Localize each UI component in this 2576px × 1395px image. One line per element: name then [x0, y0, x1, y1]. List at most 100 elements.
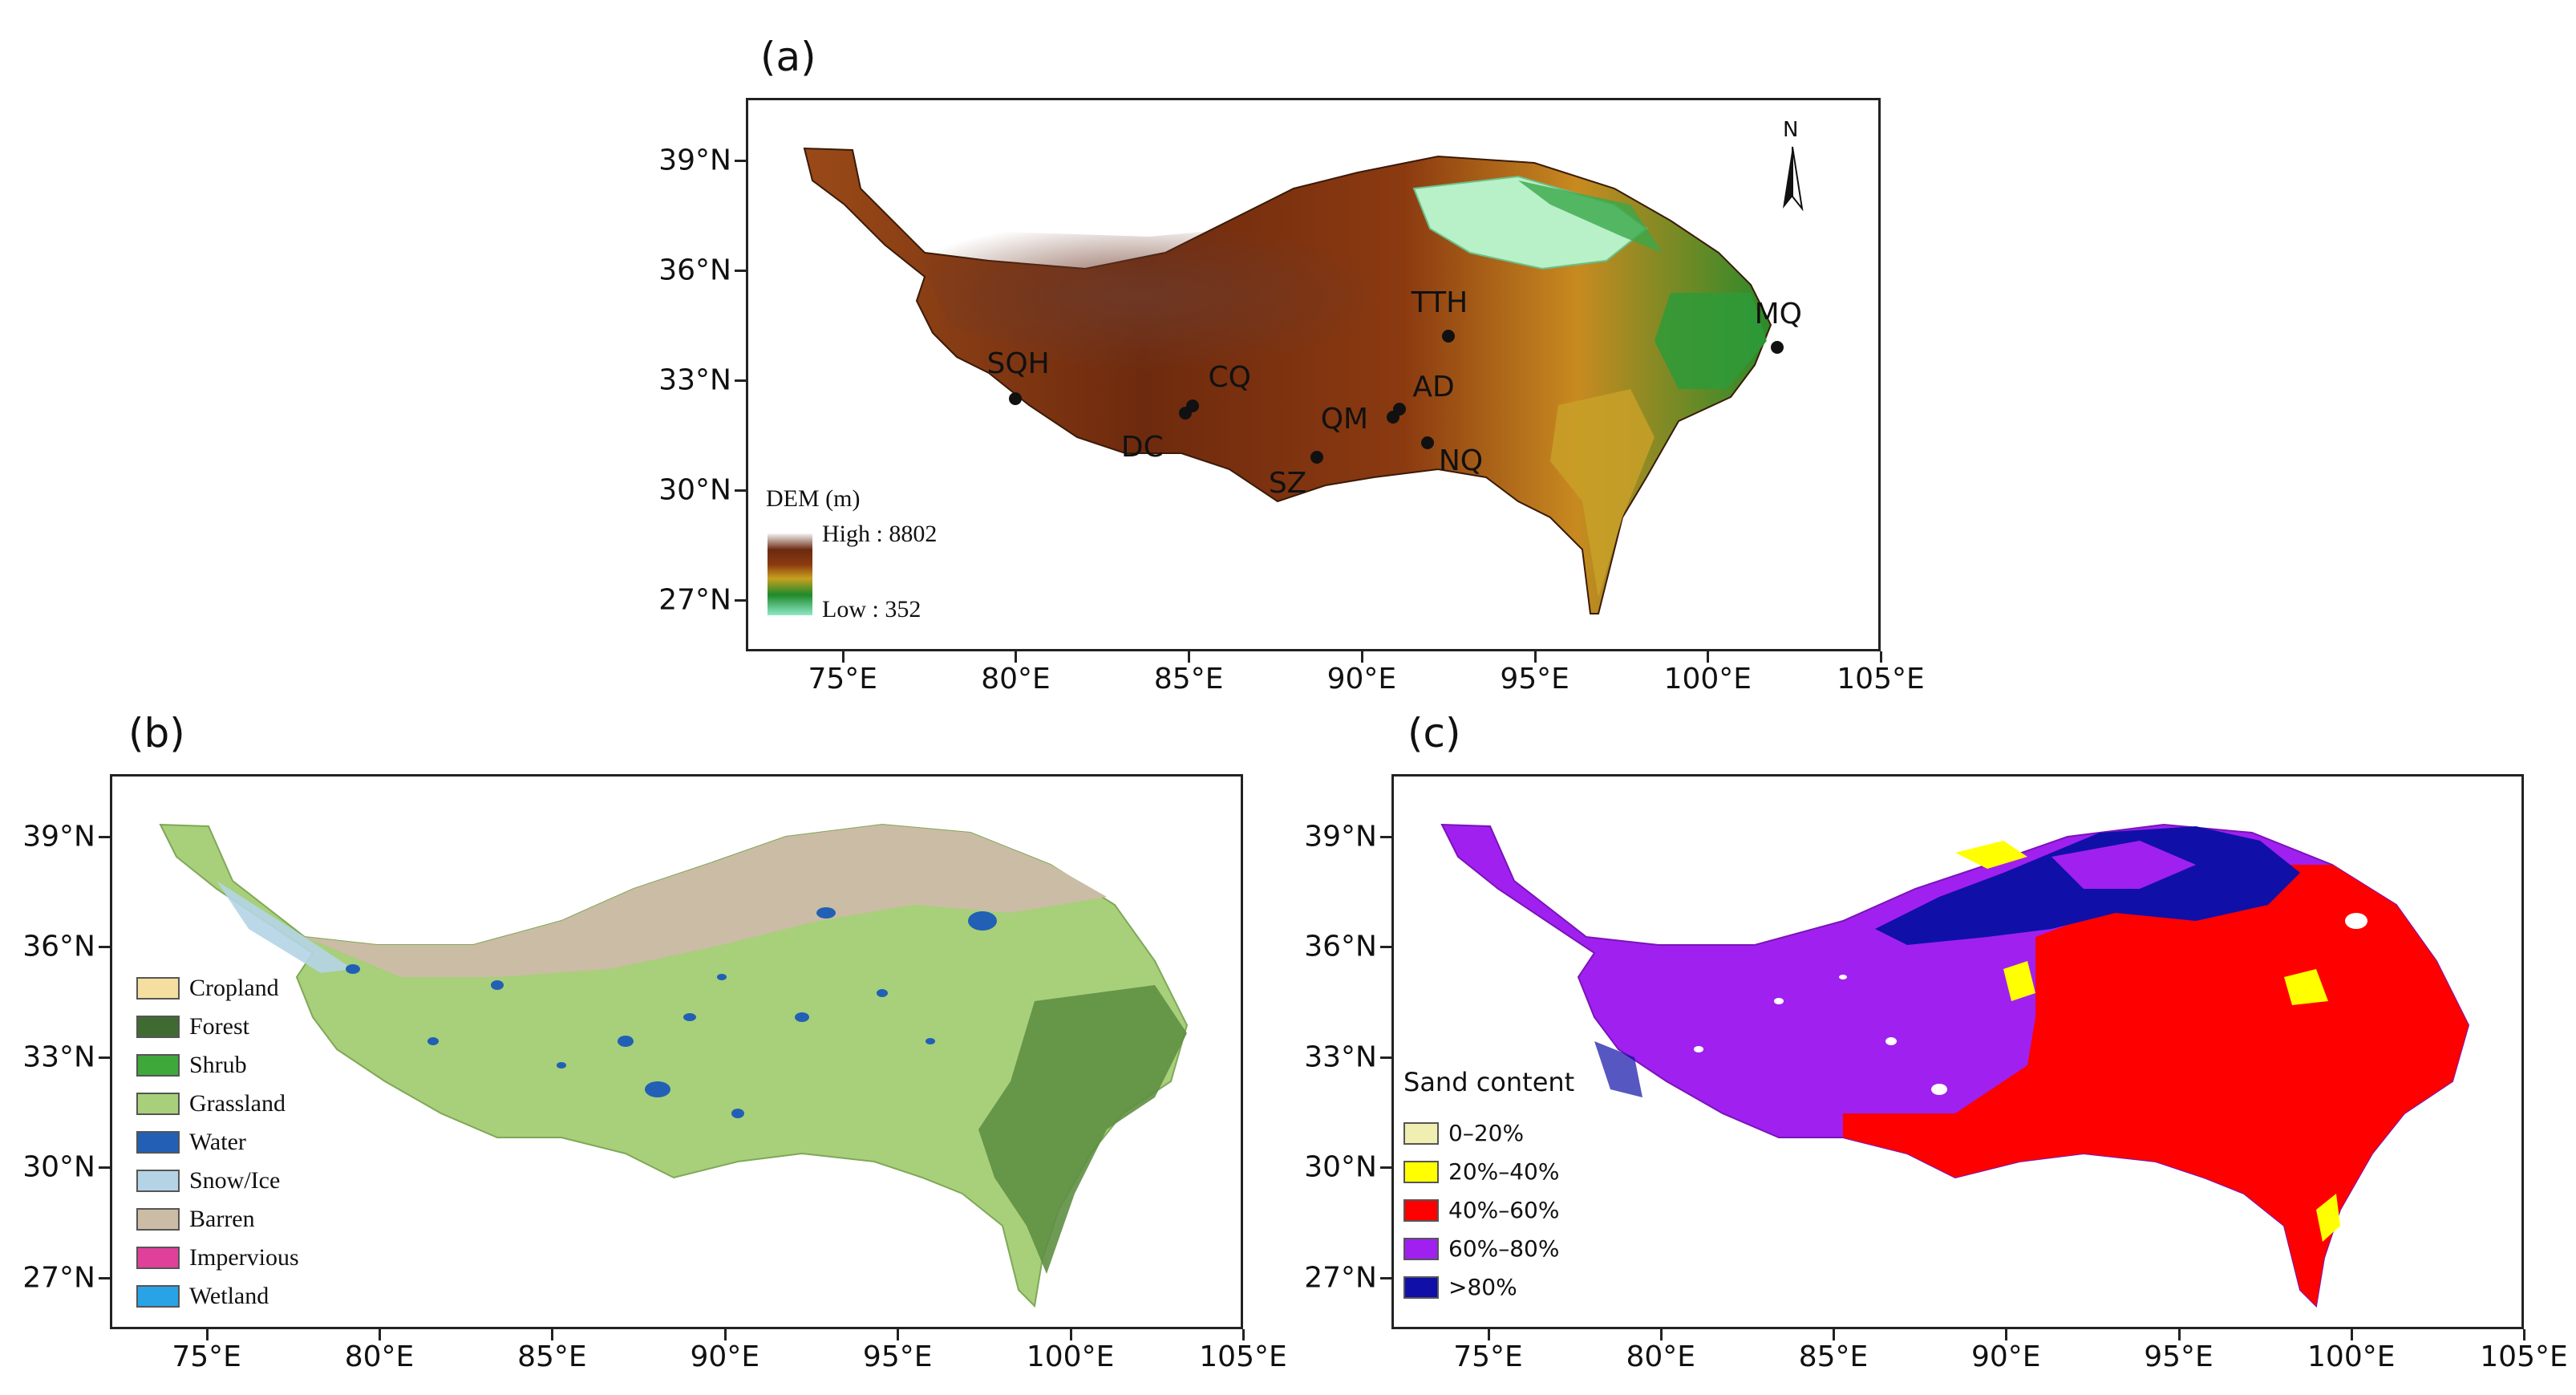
y-tick-label: 33°N — [658, 363, 731, 397]
north-label: N — [1783, 118, 1799, 142]
legend-label: Grassland — [189, 1090, 286, 1117]
y-tick-mark — [735, 379, 746, 382]
legend-swatch — [1403, 1237, 1439, 1260]
sand-legend-title: Sand content — [1403, 1067, 1575, 1097]
legend-label: 0–20% — [1448, 1120, 1525, 1146]
x-tick-label: 85°E — [517, 1340, 587, 1373]
y-tick-mark — [735, 159, 746, 162]
site-label: SQH — [986, 347, 1050, 380]
x-tick-label: 95°E — [1500, 663, 1569, 695]
legend-item: Forest — [136, 1013, 249, 1040]
x-tick-label: 75°E — [172, 1340, 241, 1373]
y-tick-mark — [1380, 835, 1391, 838]
site-label: NQ — [1438, 444, 1484, 477]
x-tick-label: 80°E — [1626, 1340, 1696, 1373]
legend-label: Barren — [189, 1206, 255, 1232]
dem-legend-title: DEM (m) — [766, 485, 861, 512]
legend-item: Water — [136, 1129, 246, 1156]
x-tick-mark — [841, 651, 844, 663]
x-tick-mark — [1242, 1329, 1245, 1340]
barren-region-shape — [305, 825, 1107, 977]
legend-swatch — [1403, 1198, 1439, 1222]
x-tick-mark — [1880, 651, 1882, 663]
legend-label: 60%–80% — [1448, 1235, 1560, 1262]
y-tick-mark — [99, 835, 110, 838]
x-tick-label: 105°E — [2480, 1340, 2568, 1373]
x-tick-mark — [1360, 651, 1363, 663]
sand-content-map-canvas — [1440, 823, 2470, 1308]
legend-label: >80% — [1448, 1274, 1517, 1300]
site-marker-dot — [1310, 450, 1323, 464]
x-tick-label: 100°E — [1026, 1340, 1115, 1373]
x-tick-mark — [551, 1329, 554, 1340]
site-marker-dot — [1420, 436, 1434, 449]
legend-swatch — [136, 1285, 180, 1308]
x-tick-label: 90°E — [1326, 663, 1397, 695]
legend-label: 20%–40% — [1448, 1158, 1560, 1185]
y-tick-label: 36°N — [1304, 930, 1377, 963]
x-tick-mark — [205, 1329, 209, 1340]
y-tick-label: 27°N — [22, 1261, 95, 1295]
dem-colorbar — [768, 533, 812, 615]
legend-label: Wetland — [189, 1283, 269, 1309]
legend-item: Cropland — [136, 975, 279, 1002]
legend-swatch — [136, 1208, 180, 1231]
legend-item: 60%–80% — [1403, 1235, 1559, 1262]
x-tick-label: 80°E — [344, 1340, 415, 1373]
panel-a-label: (a) — [760, 34, 816, 80]
x-tick-mark — [1659, 1329, 1663, 1340]
legend-item: Barren — [136, 1206, 255, 1233]
y-tick-mark — [735, 599, 746, 602]
x-tick-label: 95°E — [862, 1340, 933, 1373]
legend-label: Snow/Ice — [189, 1167, 281, 1194]
y-tick-label: 27°N — [1304, 1261, 1377, 1295]
y-tick-mark — [99, 946, 110, 949]
y-tick-mark — [1380, 1056, 1391, 1059]
dem-legend: DEM (m) High : 8802 Low : 352 — [766, 485, 974, 646]
x-tick-mark — [1015, 651, 1018, 663]
sand-content-map — [1391, 774, 2524, 1329]
y-tick-label: 39°N — [658, 144, 731, 177]
forest-region-shape — [978, 985, 1187, 1274]
legend-item: Shrub — [136, 1052, 247, 1079]
y-tick-label: 30°N — [658, 473, 731, 507]
site-label: AD — [1412, 371, 1455, 404]
legend-label: Water — [189, 1129, 246, 1155]
y-tick-label: 36°N — [658, 253, 731, 287]
y-tick-mark — [735, 489, 746, 492]
panel-c-label: (c) — [1407, 710, 1461, 756]
y-tick-label: 30°N — [1304, 1150, 1377, 1184]
sand-content-legend: Sand content 0–20% 20%–40% 40%–60% 60%–80% >… — [1403, 1067, 1644, 1324]
x-tick-label: 85°E — [1153, 663, 1224, 695]
legend-label: Impervious — [189, 1244, 299, 1271]
legend-item: Impervious — [136, 1244, 299, 1271]
x-tick-label: 90°E — [1970, 1340, 2041, 1373]
legend-swatch — [136, 977, 180, 1000]
lakes — [346, 907, 997, 1118]
x-tick-mark — [1833, 1329, 1836, 1340]
x-tick-label: 100°E — [1663, 663, 1752, 695]
y-tick-label: 30°N — [22, 1150, 95, 1184]
x-tick-mark — [2350, 1329, 2353, 1340]
y-tick-mark — [1380, 1276, 1391, 1279]
x-tick-mark — [1487, 1329, 1490, 1340]
legend-swatch — [136, 1093, 180, 1115]
y-tick-mark — [99, 1166, 110, 1170]
x-tick-label: 75°E — [808, 663, 878, 695]
site-marker-dot — [1770, 340, 1784, 354]
legend-item: Snow/Ice — [136, 1167, 280, 1194]
y-tick-label: 36°N — [22, 930, 95, 963]
legend-item: 0–20% — [1403, 1120, 1524, 1146]
x-tick-mark — [1707, 651, 1710, 663]
legend-item: >80% — [1403, 1274, 1517, 1300]
legend-item: 20%–40% — [1403, 1158, 1559, 1185]
legend-item: 40%–60% — [1403, 1197, 1559, 1223]
site-label: TTH — [1411, 286, 1468, 320]
x-tick-label: 80°E — [981, 663, 1051, 695]
dem-low-label: Low : 352 — [822, 596, 921, 622]
y-tick-label: 33°N — [1304, 1040, 1377, 1074]
x-tick-mark — [723, 1329, 727, 1340]
x-tick-label: 95°E — [2144, 1340, 2213, 1373]
site-label: SZ — [1268, 466, 1307, 500]
site-label: QM — [1320, 402, 1369, 436]
